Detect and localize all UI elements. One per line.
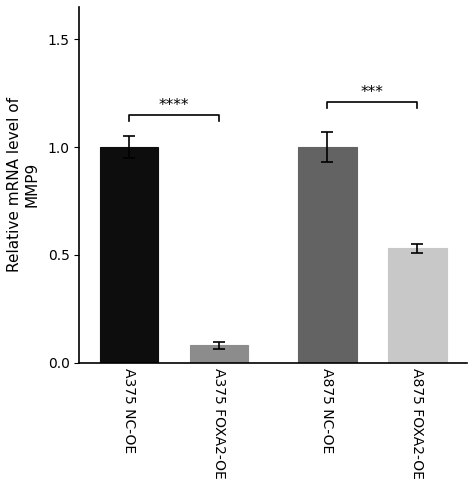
Text: ***: *** [361,85,384,100]
Bar [388,248,447,363]
Bar [100,147,158,363]
Text: ****: **** [159,98,189,113]
Bar [190,346,248,363]
Y-axis label: Relative mRNA level of
MMP9: Relative mRNA level of MMP9 [7,97,39,272]
Bar [298,147,356,363]
